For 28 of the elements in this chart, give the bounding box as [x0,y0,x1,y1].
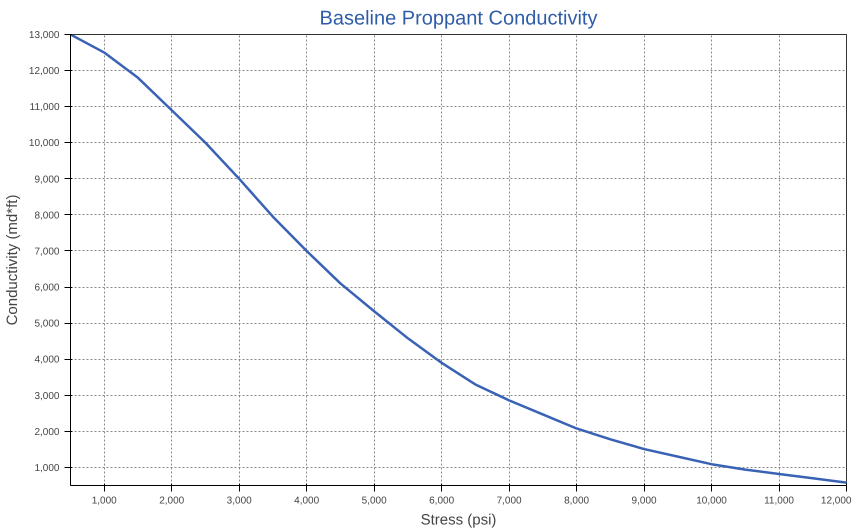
x-tick-label: 3,000 [226,496,252,506]
y-tick-label: 2,000 [34,426,60,438]
x-tick-label: 10,000 [696,496,728,506]
x-tick-label: 4,000 [294,496,320,506]
x-tick-label: 12,000 [820,496,851,506]
x-tick-label: 11,000 [764,496,794,506]
y-tick-label: 11,000 [30,102,60,114]
y-tick-label: 7,000 [34,246,60,258]
x-tick-label: 8,000 [564,496,590,506]
x-axis-title: Stress (psi) [420,512,496,528]
y-tick-label: 12,000 [28,66,60,78]
y-tick-label: 6,000 [34,282,60,294]
y-tick-label: 13,000 [28,30,60,41]
y-tick-label: 9,000 [34,174,60,186]
y-tick-label: 5,000 [34,318,60,330]
x-tick-label: 6,000 [429,496,455,506]
x-tick-label: 5,000 [362,496,388,506]
x-tick-label: 9,000 [632,496,658,506]
y-tick-label: 10,000 [28,138,60,150]
y-tick-label: 8,000 [34,210,60,222]
x-tick-label: 2,000 [159,496,185,506]
chart-title: Baseline Proppant Conductivity [320,8,598,30]
y-tick-label: 1,000 [34,462,60,474]
y-axis-title: Conductivity (md*ft) [4,194,21,326]
y-tick-label: 3,000 [34,390,60,402]
x-tick-label: 7,000 [496,496,522,506]
x-tick-label: 1,000 [92,496,118,506]
y-tick-label: 4,000 [34,354,60,366]
